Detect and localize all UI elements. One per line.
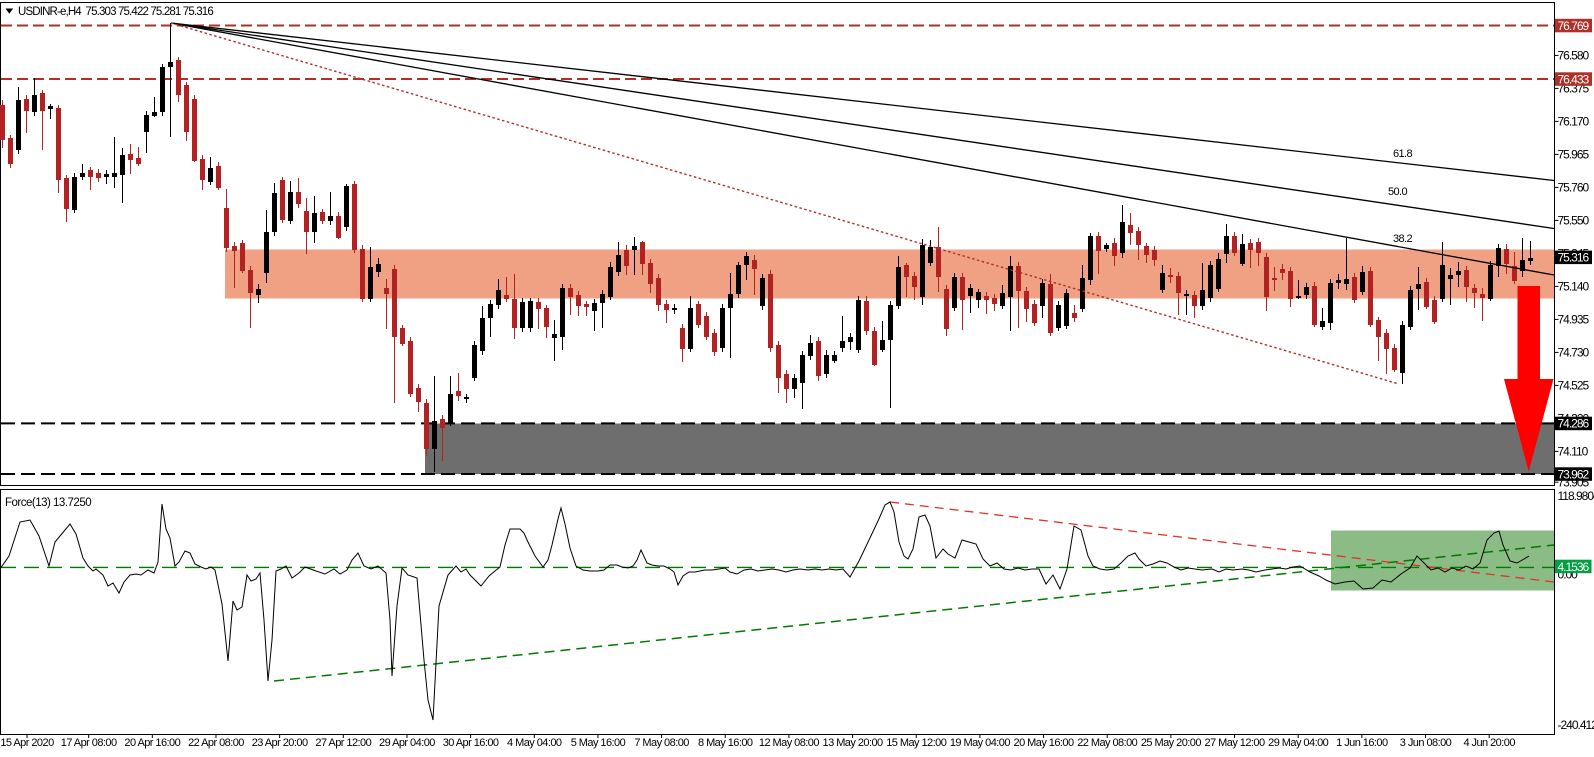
svg-text:1 Jun 16:00: 1 Jun 16:00 — [1336, 737, 1388, 749]
svg-text:Force(13) 13.7250: Force(13) 13.7250 — [5, 497, 91, 509]
svg-text:7 May 08:00: 7 May 08:00 — [634, 737, 689, 749]
svg-text:22 Apr 08:00: 22 Apr 08:00 — [188, 737, 244, 749]
svg-text:13 May 20:00: 13 May 20:00 — [823, 737, 883, 749]
svg-text:20 May 16:00: 20 May 16:00 — [1014, 737, 1074, 749]
svg-text:75.140: 75.140 — [1558, 280, 1590, 294]
svg-text:27 May 12:00: 27 May 12:00 — [1205, 737, 1265, 749]
svg-text:30 Apr 16:00: 30 Apr 16:00 — [443, 737, 499, 749]
svg-text:50.0: 50.0 — [1388, 186, 1407, 198]
svg-text:118.9804: 118.9804 — [1558, 489, 1594, 503]
svg-text:61.8: 61.8 — [1393, 148, 1412, 160]
svg-text:74.935: 74.935 — [1558, 313, 1590, 327]
svg-text:76.580: 76.580 — [1558, 49, 1590, 63]
svg-text:12 May 08:00: 12 May 08:00 — [759, 737, 819, 749]
svg-text:17 Apr 08:00: 17 Apr 08:00 — [61, 737, 117, 749]
svg-text:75.550: 75.550 — [1558, 214, 1590, 228]
svg-text:74.730: 74.730 — [1558, 346, 1590, 360]
svg-text:5 May 16:00: 5 May 16:00 — [571, 737, 626, 749]
svg-text:75.965: 75.965 — [1558, 148, 1590, 162]
svg-text:4 Jun 20:00: 4 Jun 20:00 — [1463, 737, 1515, 749]
svg-text:USDINR-e,H4 75.303 75.422 75.: USDINR-e,H4 75.303 75.422 75.281 75.316 — [18, 6, 213, 18]
svg-text:76.769: 76.769 — [1558, 19, 1590, 33]
svg-text:15 Apr 2020: 15 Apr 2020 — [0, 737, 54, 749]
svg-text:38.2: 38.2 — [1393, 233, 1412, 245]
svg-text:74.110: 74.110 — [1558, 445, 1589, 459]
svg-text:4 May 04:00: 4 May 04:00 — [507, 737, 562, 749]
svg-text:20 Apr 16:00: 20 Apr 16:00 — [124, 737, 180, 749]
svg-text:29 Apr 04:00: 29 Apr 04:00 — [379, 737, 435, 749]
svg-text:15 May 12:00: 15 May 12:00 — [886, 737, 946, 749]
svg-text:75.760: 75.760 — [1558, 181, 1590, 195]
svg-text:-240.412: -240.412 — [1558, 718, 1594, 732]
svg-text:19 May 04:00: 19 May 04:00 — [950, 737, 1010, 749]
svg-text:25 May 20:00: 25 May 20:00 — [1141, 737, 1201, 749]
svg-text:76.170: 76.170 — [1558, 115, 1590, 129]
svg-text:74.525: 74.525 — [1558, 379, 1590, 393]
svg-text:74.286: 74.286 — [1558, 417, 1590, 431]
svg-text:27 Apr 12:00: 27 Apr 12:00 — [315, 737, 371, 749]
svg-text:22 May 08:00: 22 May 08:00 — [1077, 737, 1137, 749]
svg-text:3 Jun 08:00: 3 Jun 08:00 — [1400, 737, 1452, 749]
svg-text:76.433: 76.433 — [1558, 72, 1590, 86]
svg-text:73.962: 73.962 — [1558, 467, 1590, 481]
svg-text:8 May 16:00: 8 May 16:00 — [698, 737, 753, 749]
svg-text:4.1536: 4.1536 — [1558, 560, 1590, 574]
svg-text:29 May 04:00: 29 May 04:00 — [1268, 737, 1328, 749]
svg-text:23 Apr 20:00: 23 Apr 20:00 — [252, 737, 308, 749]
svg-text:75.316: 75.316 — [1558, 251, 1590, 265]
